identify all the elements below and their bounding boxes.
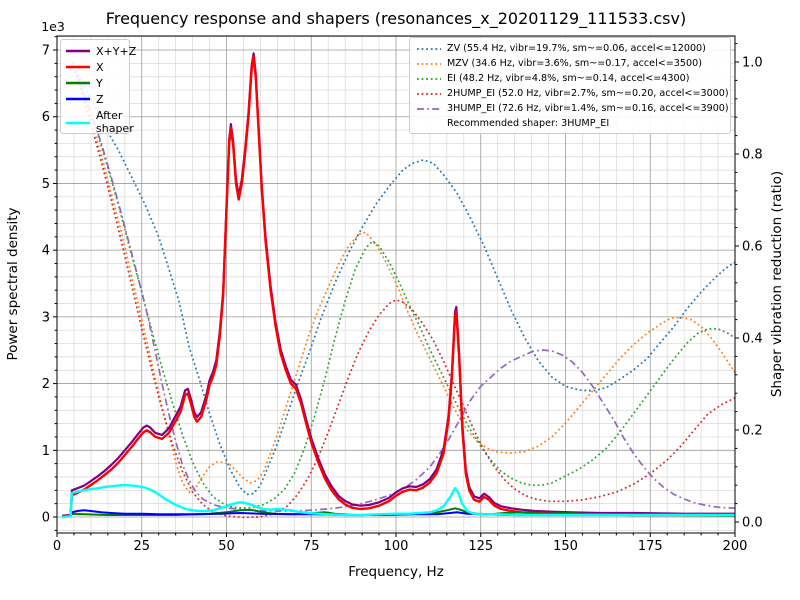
legend-swatch-3hump-ei	[417, 107, 441, 110]
legend-item-label: ZV (55.4 Hz, vibr=19.7%, sm~=0.06, accel…	[447, 43, 706, 54]
legend-item-label: 3HUMP_EI (72.6 Hz, vibr=1.4%, sm~=0.16, …	[447, 103, 729, 114]
legend-item-2hump-ei: 2HUMP_EI (52.0 Hz, vibr=2.7%, sm~=0.20, …	[416, 86, 729, 101]
chart-title: Frequency response and shapers (resonanc…	[106, 9, 686, 29]
psd-legend: X+Y+Z X Y Z After shaper	[60, 39, 136, 134]
y-left-tick-label: 7	[42, 44, 50, 59]
x-tick-label: 175	[638, 539, 663, 554]
y-right-tick-label: 0.0	[742, 516, 763, 531]
recommended-shaper-row: Recommended shaper: 3HUMP_EI	[416, 116, 724, 131]
series-line-x	[62, 55, 735, 518]
x-tick-label: 0	[53, 539, 61, 554]
legend-item-y: Y	[65, 75, 125, 91]
legend-swatch-ei	[417, 77, 441, 80]
series-lines	[62, 52, 736, 519]
legend-item-mzv: MZV (34.6 Hz, vibr=3.6%, sm~=0.17, accel…	[416, 56, 724, 71]
y-right-tick-label: 0.2	[742, 424, 763, 439]
series-line-zv	[71, 61, 736, 496]
legend-item-label: Z	[96, 92, 104, 106]
y-left-tick-label: 4	[42, 244, 50, 259]
legend-item-x-y-z: X+Y+Z	[65, 43, 136, 59]
legend-item-after-shaper: After shaper	[65, 107, 134, 138]
y-left-axis-label: Power spectral density	[5, 207, 21, 360]
legend-swatch-x-y-z	[66, 49, 90, 53]
legend-item-label: EI (48.2 Hz, vibr=4.8%, sm~=0.14, accel<…	[447, 73, 690, 84]
legend-swatch-z	[66, 97, 90, 101]
axis-ticks	[53, 36, 739, 537]
y-left-tick-label: 0	[42, 511, 50, 526]
legend-swatch-zv	[417, 47, 441, 50]
y-left-tick-label: 3	[42, 310, 50, 325]
x-axis-label: Frequency, Hz	[348, 564, 444, 580]
legend-item-zv: ZV (55.4 Hz, vibr=19.7%, sm~=0.06, accel…	[416, 41, 724, 56]
x-tick-label: 75	[303, 539, 320, 554]
series-line-after-shaper	[62, 483, 735, 519]
legend-item-x: X	[65, 59, 125, 75]
series-line-3hump-ei	[71, 61, 736, 512]
legend-swatch-after-shaper	[66, 121, 90, 124]
y-left-offset-label: 1e3	[41, 19, 65, 34]
x-tick-label: 100	[384, 539, 409, 554]
y-right-tick-label: 0.6	[742, 240, 763, 255]
x-tick-label: 50	[218, 539, 235, 554]
legend-item-label: X+Y+Z	[96, 44, 137, 58]
series-line-mzv	[71, 61, 736, 493]
legend-item-label: After shaper	[96, 108, 134, 135]
y-right-tick-label: 1.0	[742, 56, 763, 71]
legend-item-label: MZV (34.6 Hz, vibr=3.6%, sm~=0.17, accel…	[447, 58, 702, 69]
y-left-tick-label: 1	[42, 444, 50, 459]
legend-swatch-x	[66, 65, 90, 69]
y-left-tick-label: 5	[42, 177, 50, 192]
x-tick-label: 125	[468, 539, 493, 554]
legend-item-label: Y	[96, 76, 103, 90]
x-tick-label: 25	[133, 539, 150, 554]
legend-item-label: 2HUMP_EI (52.0 Hz, vibr=2.7%, sm~=0.20, …	[447, 88, 729, 99]
y-left-tick-label: 6	[42, 110, 50, 125]
series-line-2hump-ei	[71, 61, 736, 519]
y-left-tick-label: 2	[42, 377, 50, 392]
legend-item-3hump-ei: 3HUMP_EI (72.6 Hz, vibr=1.4%, sm~=0.16, …	[416, 101, 729, 116]
shaper-legend: ZV (55.4 Hz, vibr=19.7%, sm~=0.06, accel…	[409, 37, 731, 134]
x-tick-label: 150	[553, 539, 578, 554]
y-right-axis-label: Shaper vibration reduction (ratio)	[769, 171, 785, 397]
recommended-shaper-label: Recommended shaper: 3HUMP_EI	[447, 118, 610, 129]
legend-item-ei: EI (48.2 Hz, vibr=4.8%, sm~=0.14, accel<…	[416, 71, 724, 86]
y-right-tick-label: 0.4	[742, 332, 763, 347]
legend-item-z: Z	[65, 91, 125, 107]
legend-swatch-2hump-ei	[417, 92, 441, 95]
legend-swatch-mzv	[417, 62, 441, 65]
y-right-tick-label: 0.8	[742, 148, 763, 163]
legend-swatch-y	[66, 81, 90, 85]
x-tick-label: 200	[723, 539, 748, 554]
legend-item-label: X	[96, 60, 104, 74]
